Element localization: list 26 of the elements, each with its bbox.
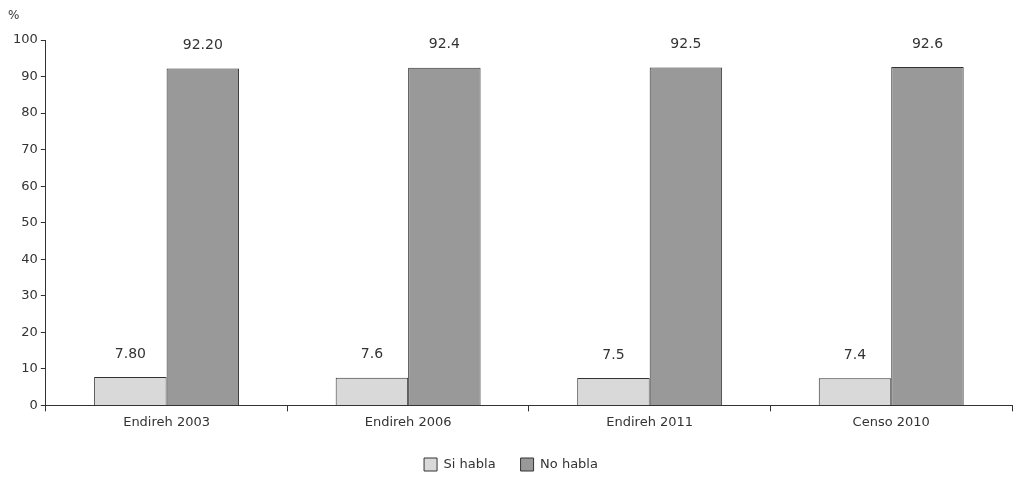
y-tick-label: 90 bbox=[21, 67, 38, 83]
y-tick-label: 40 bbox=[21, 250, 38, 266]
data-label: 92.4 bbox=[428, 35, 461, 52]
y-axis-title: % bbox=[8, 8, 20, 23]
x-tick-label: Endireh 2006 bbox=[364, 413, 452, 429]
y-tick-label: 0 bbox=[29, 396, 38, 412]
data-label: 7.6 bbox=[360, 345, 384, 362]
x-tick-label: Endireh 2003 bbox=[123, 413, 211, 429]
legend-label: No habla bbox=[540, 455, 598, 471]
data-label: 7.4 bbox=[843, 346, 867, 362]
y-tick-label: 70 bbox=[21, 140, 38, 156]
data-label: 7.5 bbox=[602, 345, 625, 362]
y-tick-label: 60 bbox=[21, 177, 38, 193]
data-label: 7.80 bbox=[114, 344, 146, 361]
legend-label: Si habla bbox=[443, 455, 496, 471]
data-label: 92.6 bbox=[911, 34, 944, 51]
y-tick-label: 100 bbox=[12, 31, 38, 47]
y-tick-label: 10 bbox=[21, 360, 38, 376]
data-label: 92.20 bbox=[182, 36, 223, 53]
x-tick-label: Censo 2010 bbox=[852, 413, 930, 429]
x-tick-label: Endireh 2011 bbox=[606, 413, 694, 429]
y-tick-label: 50 bbox=[21, 214, 38, 230]
data-label: 92.5 bbox=[670, 35, 702, 52]
y-tick-label: 30 bbox=[21, 287, 38, 303]
y-tick-label: 20 bbox=[21, 323, 38, 339]
y-tick-label: 80 bbox=[21, 104, 38, 120]
